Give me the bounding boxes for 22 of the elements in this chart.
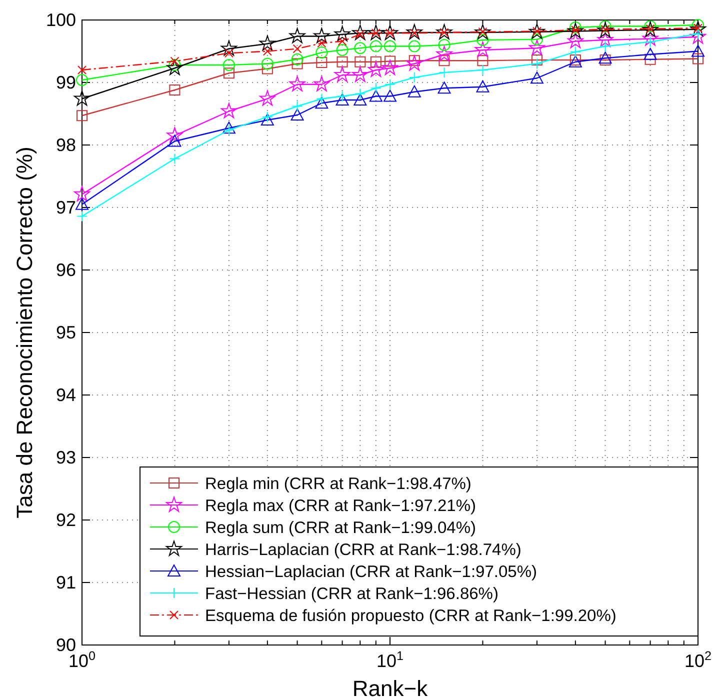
legend-label: Regla max (CRR at Rank−1:97.21%) (205, 497, 476, 515)
y-tick-label: 94 (56, 385, 76, 405)
legend-label: Esquema de fusión propuesto (CRR at Rank−1:99.20%) (205, 607, 616, 625)
y-tick-label: 100 (46, 10, 76, 30)
legend-label: Regla min (CRR at Rank−1:98.47%) (205, 475, 472, 493)
y-tick-label: 96 (56, 260, 76, 280)
y-tick-label: 99 (56, 72, 76, 92)
legend-label: Hessian−Laplacian (CRR at Rank−1:97.05%) (205, 563, 538, 581)
y-axis-title: Tasa de Reconocimiento Correcto (%) (12, 146, 37, 518)
y-tick-label: 98 (56, 135, 76, 155)
y-tick-label: 92 (56, 510, 76, 530)
x-axis-title: Rank−k (352, 676, 429, 700)
legend-label: Regla sum (CRR at Rank−1:99.04%) (205, 519, 476, 537)
y-tick-label: 90 (56, 635, 76, 655)
y-tick-label: 95 (56, 322, 76, 342)
legend-label: Harris−Laplacian (CRR at Rank−1:98.74%) (205, 541, 522, 559)
y-tick-label: 91 (56, 572, 76, 592)
y-tick-label: 93 (56, 448, 76, 468)
y-tick-label: 97 (56, 198, 76, 218)
legend-label: Fast−Hessian (CRR at Rank−1:96.86%) (205, 585, 498, 603)
x-tick-label: 10$^{2}$ (684, 649, 712, 671)
x-tick-label: 10$^{1}$ (376, 649, 404, 671)
